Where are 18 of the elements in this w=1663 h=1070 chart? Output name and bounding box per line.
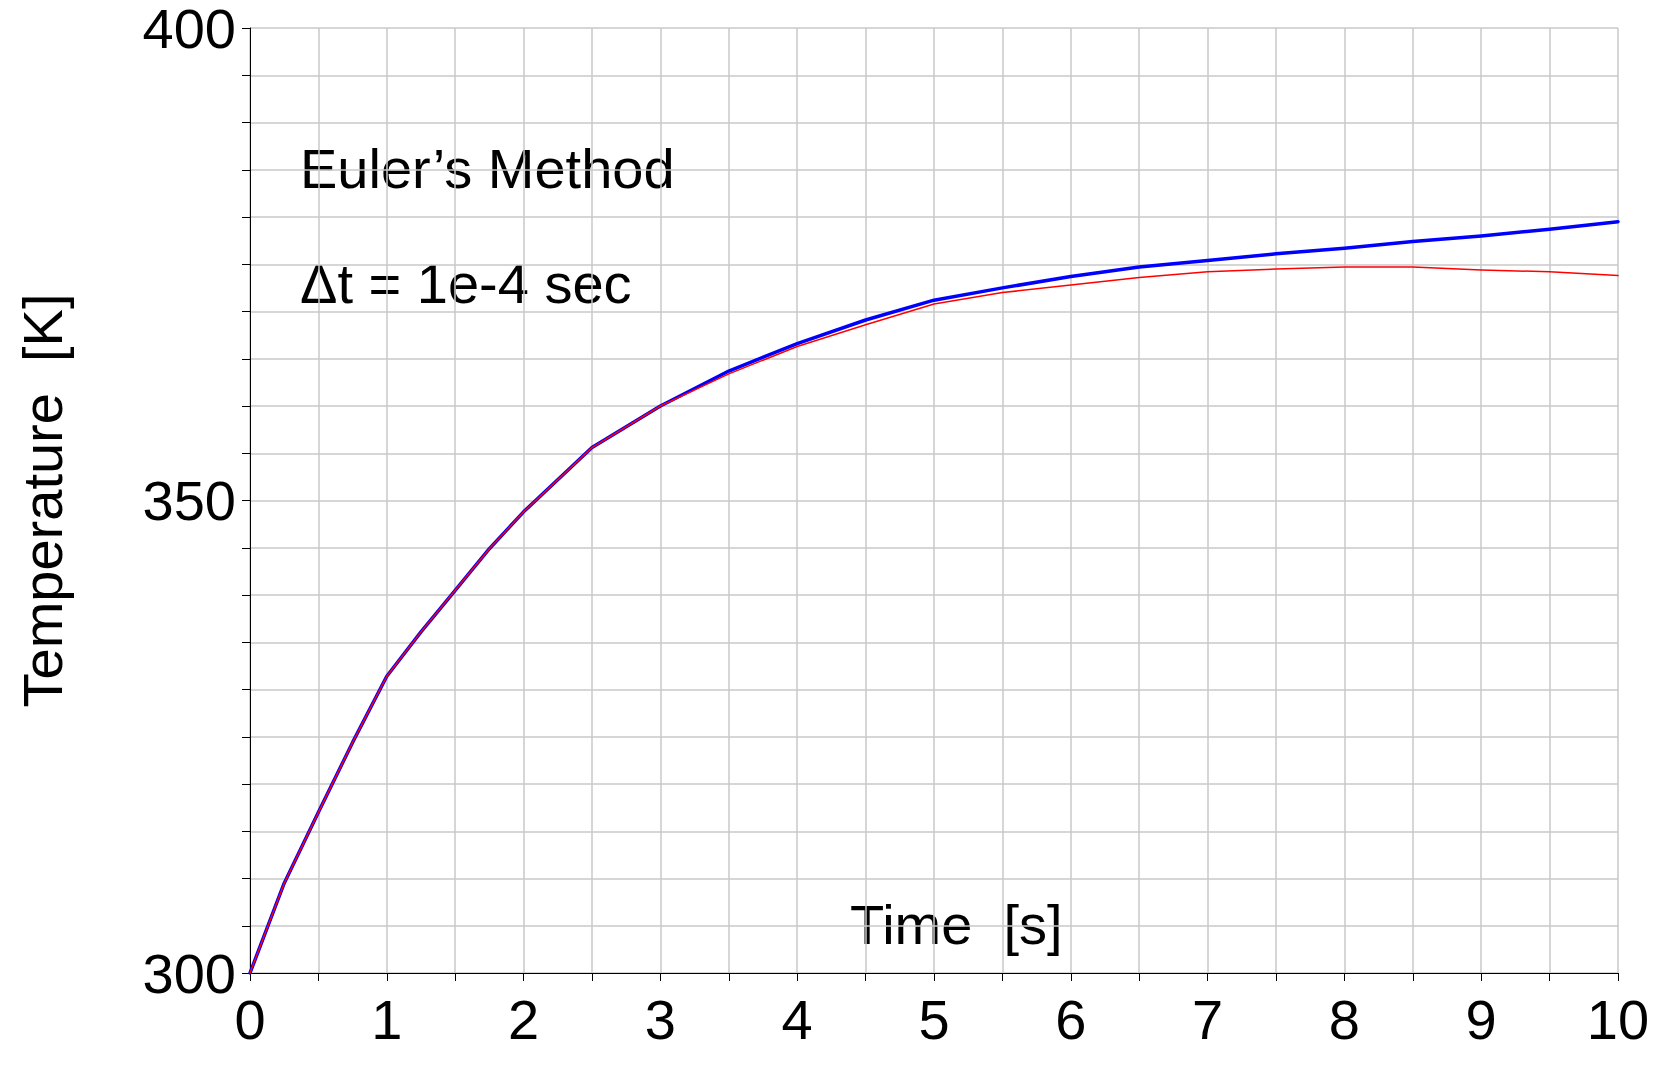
x-tick-label: 10 [1586, 987, 1650, 1051]
y-axis-title: Temperature [K] [10, 293, 74, 708]
y-tick-label: 350 [142, 469, 236, 532]
x-tick-label: 1 [371, 987, 403, 1051]
y-tick-label: 300 [142, 941, 236, 1005]
annotation: Δt = 1e-4 sec [300, 251, 632, 315]
x-tick-label: 8 [1328, 987, 1360, 1051]
x-tick-label: 7 [1192, 987, 1224, 1051]
x-tick-label: 3 [644, 987, 676, 1051]
annotation: Euler’s Method [300, 136, 675, 200]
y-tick-label: 400 [142, 0, 236, 60]
x-tick-label: 0 [234, 987, 266, 1051]
x-tick-label: 9 [1465, 987, 1497, 1051]
x-axis-title: Time [s] [850, 892, 1063, 956]
x-tick-label: 4 [781, 987, 813, 1051]
x-tick-label: 5 [918, 987, 950, 1051]
x-tick-label: 6 [1055, 987, 1087, 1051]
x-tick-label: 2 [508, 987, 540, 1051]
